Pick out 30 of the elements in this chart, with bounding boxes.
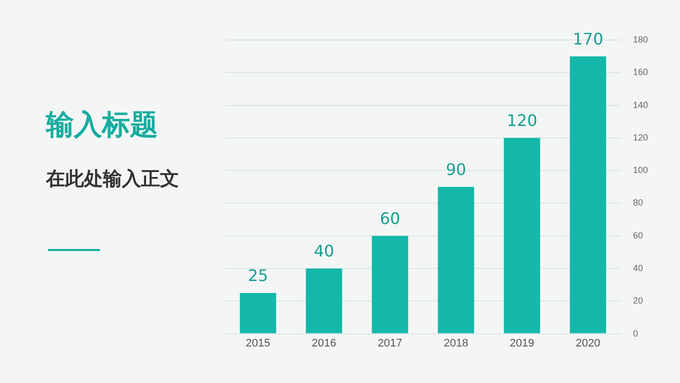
bar — [570, 56, 606, 334]
bar — [504, 138, 540, 334]
y-tick-label: 0 — [632, 328, 638, 338]
x-tick-label: 2015 — [246, 337, 270, 350]
x-tick-label: 2018 — [444, 337, 468, 350]
bar — [438, 186, 474, 334]
x-tick-label: 2017 — [378, 337, 402, 350]
y-tick-label: 60 — [632, 230, 643, 240]
x-tick-label: 2019 — [510, 337, 534, 350]
data-label: 60 — [380, 209, 400, 228]
data-label: 120 — [506, 111, 538, 130]
bar — [306, 268, 342, 334]
x-tick-label: 2016 — [312, 337, 336, 350]
text: 输入标题 — [46, 107, 158, 143]
text: 在此处输入正文 — [46, 167, 179, 192]
data-label: 170 — [572, 29, 604, 48]
y-tick-label: 40 — [632, 262, 643, 273]
y-tick-label: 120 — [632, 132, 648, 142]
bar — [372, 236, 408, 334]
y-tick-label: 160 — [632, 67, 648, 78]
y-tick-label: 180 — [632, 34, 648, 44]
bar — [240, 292, 276, 334]
x-tick-label: 2020 — [576, 337, 600, 350]
y-tick-label: 100 — [632, 165, 648, 176]
y-tick-label: 80 — [632, 198, 643, 208]
data-label: 25 — [248, 266, 268, 286]
data-label: 90 — [446, 160, 466, 180]
y-tick-label: 20 — [632, 296, 643, 306]
y-tick-label: 140 — [632, 100, 648, 110]
data-label: 40 — [314, 242, 334, 261]
